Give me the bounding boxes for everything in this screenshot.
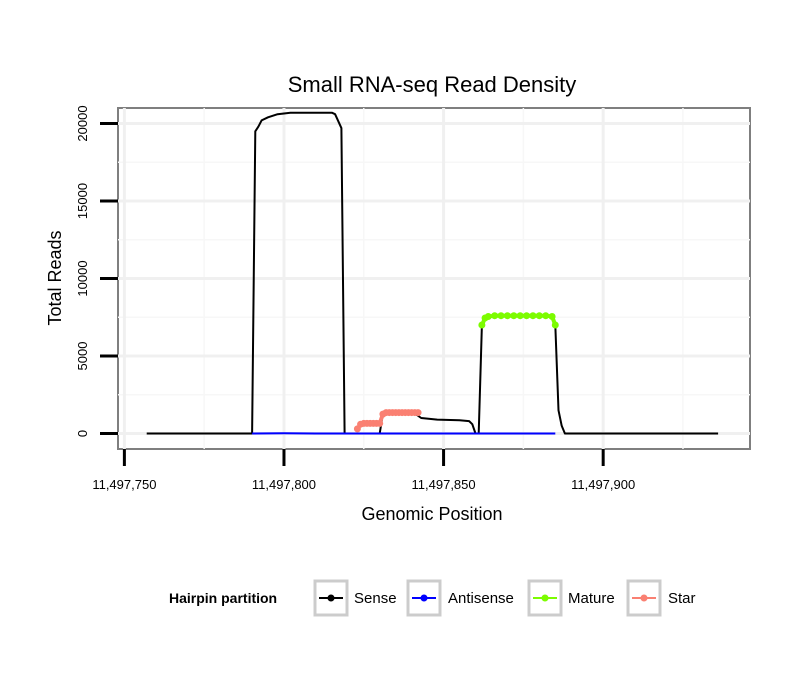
data-point-mature [535, 312, 543, 320]
data-point-mature [551, 321, 559, 329]
y-tick-label: 15000 [75, 183, 90, 219]
data-point-mature [478, 321, 486, 329]
x-axis-label: Genomic Position [361, 504, 502, 524]
data-point-mature [516, 312, 524, 320]
legend-entries: Sense Antisense Mature Star [313, 579, 696, 617]
legend-label-sense: Sense [354, 590, 397, 607]
data-point-mature [484, 312, 492, 320]
data-point-mature [510, 312, 518, 320]
x-tick-label: 11,497,900 [571, 477, 635, 492]
data-point-mature [548, 312, 556, 320]
data-point-mature [503, 312, 511, 320]
y-tick-label: 0 [75, 430, 90, 437]
legend-point-antisense [420, 594, 428, 602]
data-point-mature [529, 312, 537, 320]
legend-point-mature [541, 594, 549, 602]
data-point-mature [491, 312, 499, 320]
legend-label-star: Star [668, 590, 696, 607]
x-tick-label: 11,497,750 [92, 477, 156, 492]
legend-label-antisense: Antisense [448, 590, 514, 607]
y-axis-label: Total Reads [45, 230, 65, 325]
data-point-star [376, 419, 384, 427]
data-point-mature [497, 312, 505, 320]
series-layer [146, 111, 719, 435]
legend-point-star [640, 594, 648, 602]
y-tick-label: 5000 [75, 342, 90, 371]
legend-title: Hairpin partition [169, 590, 277, 606]
chart-title: Small RNA-seq Read Density [288, 72, 577, 97]
data-point-star [414, 409, 422, 417]
legend: Hairpin partition Sense Antisense Mature St… [169, 579, 696, 617]
y-axis: 0 5000 10000 15000 20000 [75, 105, 118, 437]
grid-minor [118, 108, 750, 449]
y-tick-label: 10000 [75, 260, 90, 296]
x-tick-label: 11,497,800 [252, 477, 316, 492]
legend-point-sense [327, 594, 335, 602]
data-point-mature [523, 312, 531, 320]
legend-label-mature: Mature [568, 590, 615, 607]
data-point-mature [542, 312, 550, 320]
x-axis: 11,497,750 11,497,800 11,497,850 11,497,900 [92, 449, 635, 492]
y-tick-label: 20000 [75, 105, 90, 141]
x-tick-label: 11,497,850 [412, 477, 476, 492]
